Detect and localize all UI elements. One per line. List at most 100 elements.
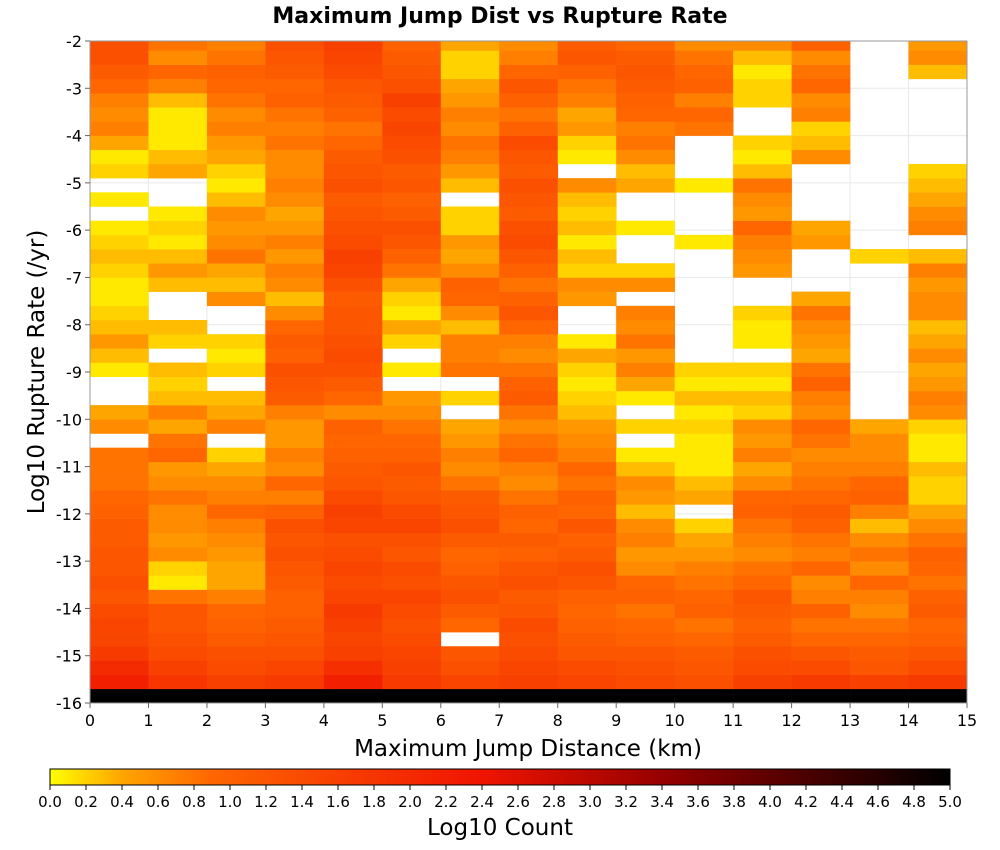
heatmap-cell [733, 50, 792, 65]
heatmap-cell [206, 178, 266, 193]
heatmap-cell [791, 220, 851, 236]
heatmap-cell [733, 589, 792, 604]
heatmap-cell [557, 617, 617, 633]
heatmap-cell [616, 589, 675, 604]
heatmap-cell [206, 575, 266, 590]
heatmap-cell [557, 362, 617, 378]
heatmap-cell [148, 121, 208, 136]
colorbar-tick-label: 2.6 [506, 793, 530, 811]
heatmap-cell [265, 419, 325, 434]
heatmap-cell [265, 291, 325, 307]
heatmap-cell [908, 319, 968, 335]
heatmap-cell [206, 532, 266, 548]
heatmap-cell [440, 575, 500, 590]
heatmap-cell [148, 632, 208, 647]
x-tick-label: 5 [377, 711, 387, 730]
heatmap-cell [148, 674, 208, 690]
heatmap-cell [557, 405, 617, 420]
heatmap-cell [265, 319, 325, 335]
colorbar-tick-label: 2.8 [542, 793, 566, 811]
heatmap-cell [382, 461, 442, 477]
heatmap-cell [148, 220, 208, 236]
heatmap-cell [557, 234, 617, 250]
heatmap-cell [557, 41, 617, 51]
colorbar-tick-label: 3.8 [722, 793, 746, 811]
heatmap-cell [499, 546, 559, 562]
heatmap-cell [265, 163, 325, 179]
heatmap-cell [323, 319, 383, 335]
heatmap-cell [206, 490, 266, 505]
heatmap-cell [616, 461, 675, 477]
heatmap-cell [499, 163, 559, 179]
colorbar [49, 768, 951, 786]
y-tick-label: -2 [66, 32, 82, 51]
heatmap-cell [733, 376, 792, 392]
heatmap-cell [323, 135, 383, 151]
heatmap-cell [206, 249, 266, 264]
heatmap-cell [791, 518, 851, 534]
heatmap-cell [616, 575, 675, 590]
heatmap-cell [323, 93, 383, 108]
heatmap-cell [148, 546, 208, 562]
heatmap-cell [323, 674, 383, 690]
heatmap-cell [206, 263, 266, 278]
heatmap-cell [499, 107, 559, 122]
heatmap-cell [850, 589, 909, 604]
heatmap-cell [440, 291, 500, 307]
heatmap-cell [850, 461, 909, 477]
heatmap-cell [499, 518, 559, 534]
x-tick-label: 2 [202, 711, 212, 730]
heatmap-cell [791, 433, 851, 448]
heatmap-cell [733, 178, 792, 193]
heatmap-cell [499, 632, 559, 647]
heatmap-cell [733, 405, 792, 420]
heatmap-cell [90, 121, 149, 136]
heatmap-cell [323, 121, 383, 136]
heatmap-cell [557, 277, 617, 292]
heatmap-cell [440, 319, 500, 335]
heatmap-cell [90, 603, 149, 619]
heatmap-cell [908, 589, 968, 604]
heatmap-cell [323, 518, 383, 534]
heatmap-cell [382, 646, 442, 661]
heatmap-cell [908, 561, 968, 576]
heatmap-cell [206, 50, 266, 65]
colorbar-tick-label: 1.8 [362, 793, 386, 811]
heatmap-cell [674, 476, 734, 491]
heatmap-cell [499, 490, 559, 505]
heatmap-cell [323, 234, 383, 250]
heatmap-cell [382, 632, 442, 647]
heatmap-cell [557, 291, 617, 307]
heatmap-cell [265, 263, 325, 278]
heatmap-cell [206, 589, 266, 604]
heatmap-cell [908, 674, 968, 690]
heatmap-cell [616, 660, 675, 675]
heatmap-cell [148, 561, 208, 576]
heatmap-cell [323, 419, 383, 434]
heatmap-cell [908, 376, 968, 392]
heatmap-cell [265, 249, 325, 264]
colorbar-tick-label: 0.2 [74, 793, 98, 811]
heatmap-cell [323, 305, 383, 321]
heatmap-cell [499, 575, 559, 590]
heatmap-cell [265, 660, 325, 675]
heatmap-cell [733, 646, 792, 661]
heatmap-cell [499, 660, 559, 675]
heatmap-cell [791, 532, 851, 548]
heatmap-cell [674, 688, 734, 704]
heatmap-cell [674, 234, 734, 250]
heatmap-cell [674, 646, 734, 661]
heatmap-cell [148, 93, 208, 108]
heatmap-cell [440, 249, 500, 264]
heatmap-cell [265, 447, 325, 463]
heatmap-cell [850, 646, 909, 661]
heatmap-cell [440, 107, 500, 122]
heatmap-cell [557, 518, 617, 534]
heatmap-cell [265, 348, 325, 363]
heatmap-cell [499, 305, 559, 321]
x-tick-label: 14 [898, 711, 918, 730]
heatmap-cell [440, 234, 500, 250]
heatmap-cell [908, 504, 968, 519]
heatmap-cell [557, 447, 617, 463]
heatmap-cell [323, 78, 383, 94]
